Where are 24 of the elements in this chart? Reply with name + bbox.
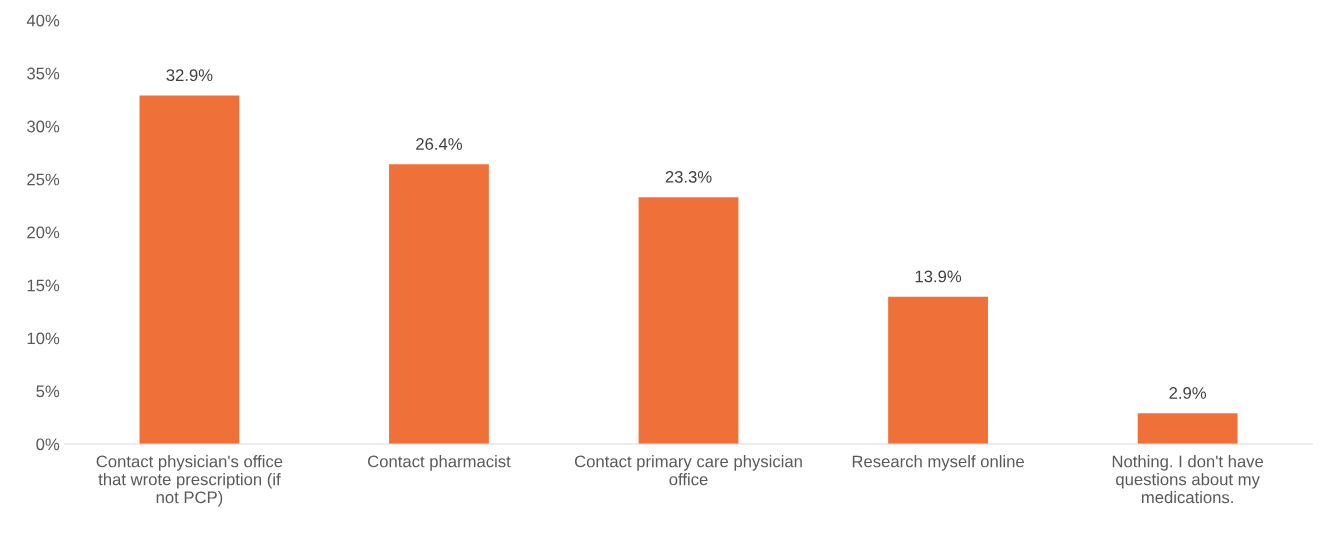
bar: [389, 164, 489, 444]
bar: [888, 296, 988, 444]
x-tick-label: Research myself online: [852, 455, 1024, 471]
x-tick-label: Contact primary care physician office: [574, 455, 802, 486]
data-label: 23.3%: [665, 170, 712, 183]
y-tick-label: 30%: [27, 120, 60, 133]
x-tick-label: Contact physician's office that wrote prescription (if not PCP): [96, 455, 283, 507]
y-tick-label: 0%: [36, 438, 60, 451]
data-label: 32.9%: [166, 69, 213, 82]
bar: [638, 197, 739, 444]
bar: [1137, 413, 1238, 444]
y-tick-label: 15%: [27, 279, 60, 292]
y-tick-label: 35%: [27, 67, 60, 80]
y-tick-label: 10%: [27, 332, 60, 345]
y-tick-label: 25%: [27, 173, 60, 186]
y-tick-label: 40%: [26, 14, 60, 27]
bar: [139, 95, 240, 444]
data-label: 26.4%: [416, 138, 462, 150]
data-label: 13.9%: [915, 270, 962, 283]
x-tick-label: Contact pharmacist: [368, 455, 511, 471]
data-label: 2.9%: [1169, 387, 1207, 399]
y-tick-label: 5%: [36, 385, 60, 398]
x-tick-label: Nothing. I don't have questions about my medications.: [1112, 455, 1264, 504]
y-tick-label: 20%: [27, 226, 60, 239]
